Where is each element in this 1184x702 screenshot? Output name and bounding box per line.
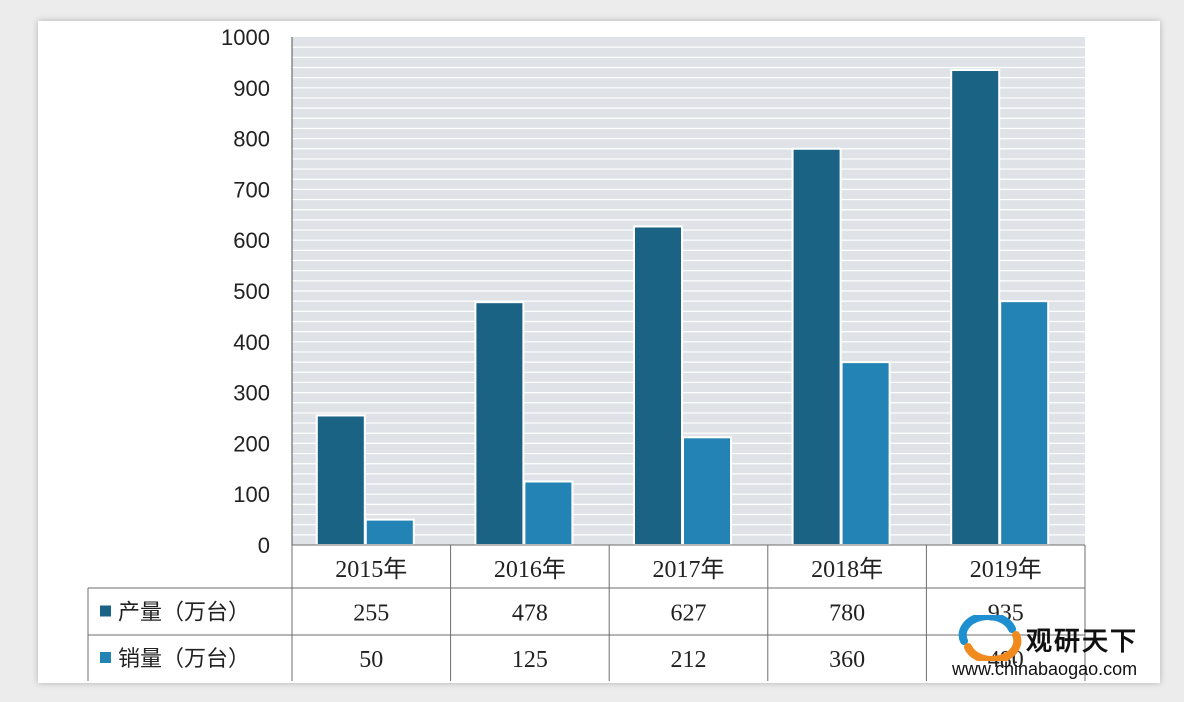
bar [840,361,891,546]
x-tick-label: 2017年 [653,556,725,583]
chart-frame: 0 100 200 300 400 500 600 700 800 900 1000 2015年 20… [38,21,1160,683]
y-tick-label: 1000 [221,25,270,50]
bar [364,518,415,547]
y-tick-label: 100 [233,482,270,507]
y-tick-label: 600 [233,228,270,253]
data-label: 360 [829,647,865,673]
watermark-url: www.chinabaogao.com [952,659,1138,679]
legend-label: 产量（万台） [118,601,250,626]
y-tick-label: 800 [233,127,270,152]
bar [474,301,525,546]
bar [633,225,683,546]
y-tick-label: 0 [258,533,270,558]
watermark-name: 观研天下 [1026,627,1139,657]
data-label: 255 [353,601,389,627]
legend-swatch [100,605,111,617]
bar [682,436,732,546]
x-tick-label: 2019年 [970,556,1042,583]
y-axis-ticks: 0 100 200 300 400 500 600 700 800 900 1000 [221,25,270,558]
data-label: 780 [829,601,865,627]
watermark: 观研天下 www.chinabaogao.com [948,615,1184,683]
y-tick-label: 400 [233,330,270,355]
bar [999,300,1050,546]
legend-label: 销量（万台） [118,647,250,672]
x-tick-label: 2016年 [494,556,566,583]
data-label: 50 [359,647,383,673]
legend-swatch [100,652,111,663]
data-label: 478 [512,601,548,627]
bar [791,147,842,546]
x-tick-label: 2015年 [335,556,407,583]
data-label: 627 [671,601,707,627]
bars [315,69,1050,547]
chinabaogao-logo-icon [958,615,1022,661]
x-tick-label: 2018年 [811,556,883,583]
y-tick-label: 700 [233,177,270,202]
bar [523,480,574,546]
data-label: 212 [671,647,707,673]
y-tick-label: 300 [233,381,270,406]
y-tick-label: 900 [233,76,270,101]
y-tick-label: 200 [233,431,270,456]
bar [950,69,1001,547]
y-tick-label: 500 [233,279,270,304]
bar [315,414,366,546]
data-label: 125 [512,647,548,673]
